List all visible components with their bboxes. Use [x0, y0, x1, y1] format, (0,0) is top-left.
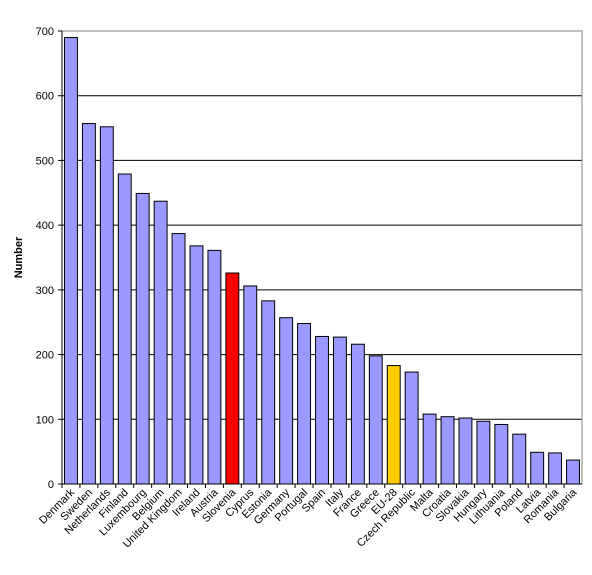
- y-tick-label: 400: [36, 220, 54, 232]
- y-axis-ticks: 0 100 200 300 400 500 600 700: [36, 26, 62, 491]
- y-tick-label: 0: [48, 479, 54, 491]
- bar-netherlands: [99, 126, 114, 485]
- y-tick-label: 200: [36, 350, 54, 362]
- bar-poland: [512, 433, 527, 485]
- bar-ireland: [189, 245, 204, 485]
- bar-finland: [117, 173, 132, 485]
- y-tick-label: 100: [36, 414, 54, 426]
- bar-belgium: [153, 200, 168, 485]
- bar-luxembourg: [135, 192, 150, 485]
- bar-lithuania: [494, 423, 509, 485]
- x-axis-tick-labels: DenmarkSwedenNetherlandsFinlandLuxembour…: [37, 484, 580, 550]
- y-tick-label: 600: [36, 91, 54, 103]
- bar-hungary: [476, 420, 491, 485]
- bar-czech-republic: [404, 371, 419, 485]
- y-axis-title: Number: [13, 236, 25, 278]
- bar-united-kingdom: [171, 233, 186, 485]
- bar-slovakia: [458, 417, 473, 485]
- bar-greece: [368, 355, 383, 485]
- y-tick-label: 300: [36, 285, 54, 297]
- bar-romania: [548, 452, 563, 485]
- bar-slovenia: [225, 272, 240, 485]
- bar-portugal: [297, 323, 312, 485]
- bar-denmark: [64, 36, 78, 485]
- bar-eu-28: [386, 365, 401, 485]
- bar-germany: [279, 317, 294, 485]
- bar-spain: [315, 335, 329, 485]
- bar-croatia: [440, 416, 455, 485]
- bars: [64, 36, 580, 485]
- bar-estonia: [261, 300, 276, 485]
- bar-italy: [332, 336, 347, 485]
- y-tick-label: 500: [36, 155, 54, 167]
- bar-malta: [422, 413, 437, 485]
- bar-bulgaria: [566, 459, 580, 485]
- bar-france: [350, 343, 365, 485]
- bar-cyprus: [243, 285, 258, 485]
- bar-sweden: [81, 123, 96, 485]
- bar-austria: [207, 249, 222, 485]
- bar-latvia: [530, 451, 545, 485]
- y-tick-label: 700: [36, 26, 54, 38]
